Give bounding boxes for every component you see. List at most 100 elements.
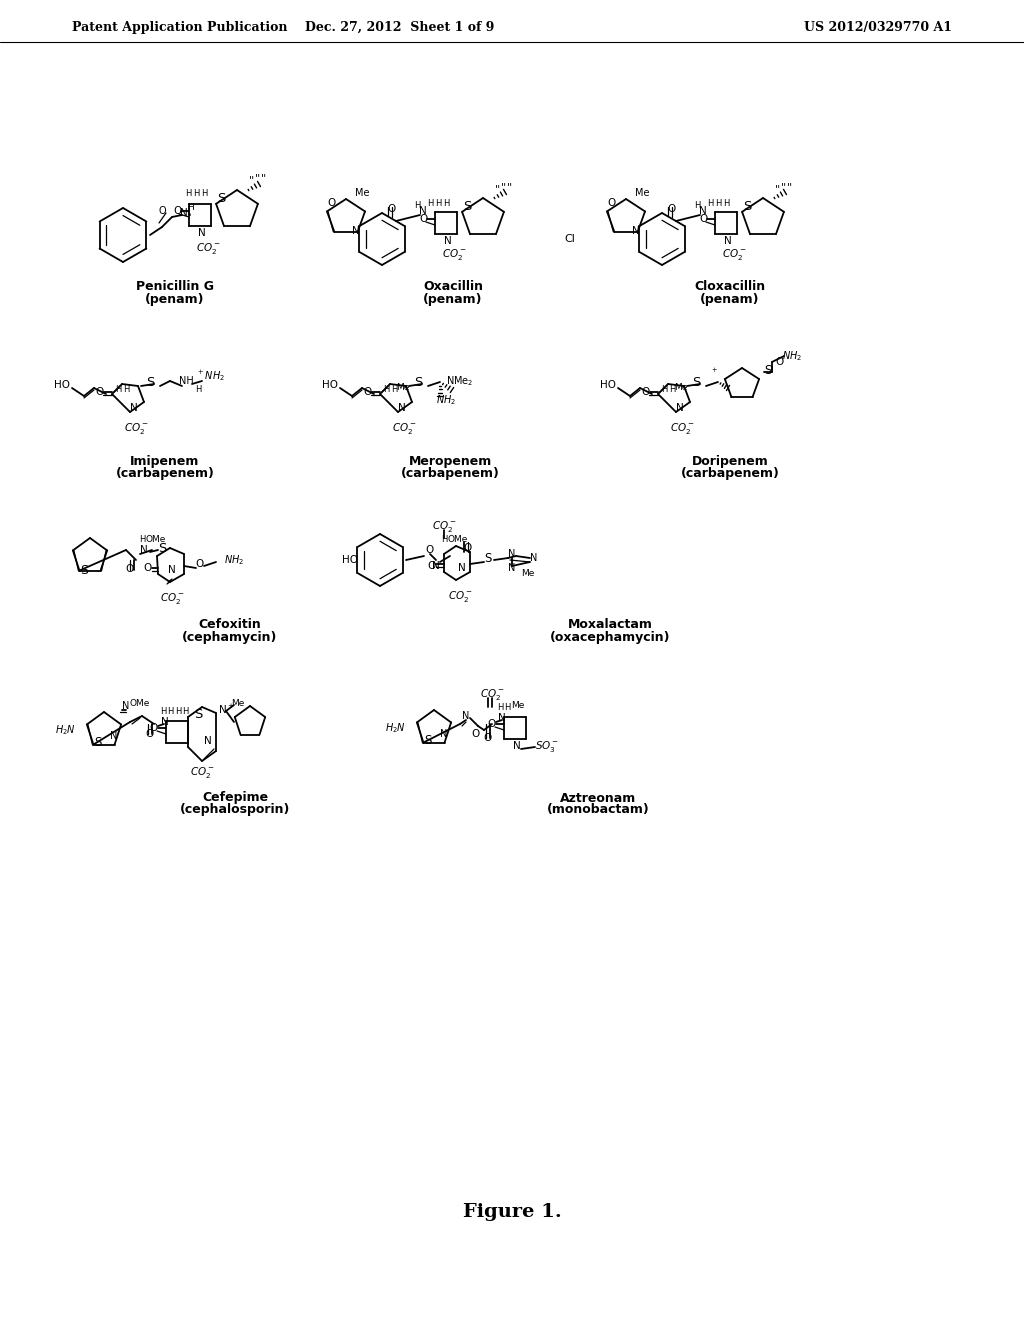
Text: H: H <box>115 385 121 395</box>
Text: H: H <box>167 708 173 717</box>
Text: US 2012/0329770 A1: US 2012/0329770 A1 <box>804 21 952 33</box>
Text: O: O <box>428 561 436 572</box>
Text: N: N <box>699 206 707 216</box>
Text: S: S <box>194 709 202 722</box>
Text: N: N <box>130 403 138 413</box>
Text: H: H <box>193 189 200 198</box>
Text: $CO_2^-$: $CO_2^-$ <box>160 590 184 606</box>
Text: N: N <box>508 564 516 573</box>
Text: $CO_2^-$: $CO_2^-$ <box>431 519 457 533</box>
Text: (penam): (penam) <box>423 293 482 305</box>
Text: $CO_2^-$: $CO_2^-$ <box>391 421 417 436</box>
Text: OMe: OMe <box>447 536 468 544</box>
Text: Me: Me <box>396 383 410 392</box>
Text: H: H <box>391 385 397 395</box>
Text: N: N <box>676 403 684 413</box>
Text: S: S <box>463 199 471 213</box>
Text: $CO_2^-$: $CO_2^-$ <box>124 421 148 436</box>
Text: ": " <box>501 182 506 191</box>
Text: N: N <box>140 545 147 554</box>
Text: O: O <box>698 214 708 224</box>
Text: (carbapenem): (carbapenem) <box>400 467 500 480</box>
Text: ": " <box>774 183 779 194</box>
Text: H: H <box>435 198 441 207</box>
Text: O: O <box>472 729 480 739</box>
Text: HO: HO <box>600 380 616 389</box>
Text: $CO_2^-$: $CO_2^-$ <box>447 589 472 603</box>
Text: OMe: OMe <box>145 536 166 544</box>
Text: S: S <box>424 734 432 747</box>
Text: Me: Me <box>354 187 370 198</box>
Text: N: N <box>508 549 516 558</box>
Text: OMe: OMe <box>130 700 151 709</box>
Text: N: N <box>530 553 538 564</box>
Text: Me: Me <box>675 383 688 392</box>
Text: H: H <box>660 385 668 395</box>
Text: H: H <box>139 536 145 544</box>
Text: (cephalosporin): (cephalosporin) <box>180 804 290 817</box>
Text: (penam): (penam) <box>700 293 760 305</box>
Text: N: N <box>440 729 447 739</box>
Text: N: N <box>458 564 466 573</box>
Text: H: H <box>195 385 201 395</box>
Text: Imipenem: Imipenem <box>130 455 200 469</box>
Text: $NH_2$: $NH_2$ <box>224 553 244 566</box>
Text: $CO_2^-$: $CO_2^-$ <box>722 248 746 263</box>
Text: Me: Me <box>511 701 524 710</box>
Text: N: N <box>432 561 440 572</box>
Text: H: H <box>187 203 195 213</box>
Text: S: S <box>484 552 492 565</box>
Text: S: S <box>414 376 422 389</box>
Text: HO: HO <box>342 554 358 565</box>
Text: $CO_2^-$: $CO_2^-$ <box>670 421 694 436</box>
Text: N: N <box>498 713 506 723</box>
Text: N$^+$: N$^+$ <box>218 702 234 715</box>
Text: (penam): (penam) <box>145 293 205 305</box>
Text: H: H <box>723 198 729 207</box>
Text: H: H <box>414 201 420 210</box>
Text: O: O <box>419 214 427 224</box>
Text: O: O <box>173 206 181 216</box>
Text: N: N <box>122 701 130 711</box>
Text: N: N <box>111 731 118 741</box>
Text: O: O <box>364 387 372 397</box>
Text: Meropenem: Meropenem <box>409 455 492 469</box>
Text: H: H <box>182 708 188 717</box>
Text: (oxacephamycin): (oxacephamycin) <box>550 631 671 644</box>
Text: NMe$_2$: NMe$_2$ <box>446 374 474 388</box>
Text: O: O <box>388 205 396 214</box>
Text: (carbapenem): (carbapenem) <box>681 467 779 480</box>
Text: (carbapenem): (carbapenem) <box>116 467 214 480</box>
Text: Oxacillin: Oxacillin <box>423 281 483 293</box>
Text: O: O <box>328 198 336 209</box>
Text: H: H <box>497 704 503 713</box>
Text: ": " <box>260 173 265 183</box>
Text: N: N <box>632 226 640 236</box>
Text: Me: Me <box>231 698 245 708</box>
Text: H: H <box>175 708 181 717</box>
Text: O: O <box>484 733 493 743</box>
Text: H: H <box>694 201 700 210</box>
Text: ": " <box>249 176 254 185</box>
Text: O: O <box>144 564 153 573</box>
Text: ": " <box>507 182 512 191</box>
Text: (cephamycin): (cephamycin) <box>182 631 278 644</box>
Text: N: N <box>724 236 732 246</box>
Text: $H_2N$: $H_2N$ <box>55 723 76 737</box>
Text: $NH_2$: $NH_2$ <box>782 348 802 363</box>
Text: H: H <box>123 385 129 395</box>
Text: $CO_2^-$: $CO_2^-$ <box>479 686 505 701</box>
Text: H: H <box>504 704 510 713</box>
Text: HO: HO <box>54 380 70 389</box>
Text: $H_2N$: $H_2N$ <box>385 721 406 735</box>
Text: $^+NH_2$: $^+NH_2$ <box>196 368 224 383</box>
Text: N: N <box>419 206 427 216</box>
Text: O: O <box>158 206 166 216</box>
Text: HO: HO <box>322 380 338 389</box>
Text: O: O <box>126 564 134 574</box>
Text: O: O <box>426 545 434 554</box>
Text: Dec. 27, 2012  Sheet 1 of 9: Dec. 27, 2012 Sheet 1 of 9 <box>305 21 495 33</box>
Text: Doripenem: Doripenem <box>691 455 768 469</box>
Text: O: O <box>487 719 496 729</box>
Text: N: N <box>352 226 359 236</box>
